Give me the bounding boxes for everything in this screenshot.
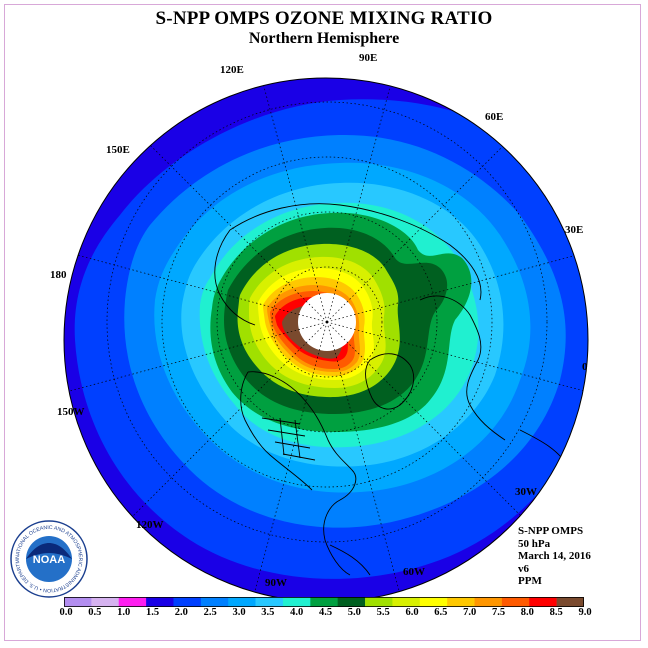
coastlines [214, 203, 571, 576]
colorbar-swatch [447, 597, 475, 607]
colorbar-tick-label: 7.5 [491, 607, 506, 618]
colorbar-tick-label: 0.0 [59, 607, 73, 618]
logo-seagull-icon [26, 543, 72, 559]
lon-label-90e: 90E [359, 52, 377, 64]
colorbar-tick-label: 0.5 [88, 607, 102, 618]
colorbar-swatch [228, 597, 256, 607]
lon-label-30e: 30E [565, 224, 583, 236]
meridian-line [93, 321, 328, 556]
colorbar-swatch [365, 597, 393, 607]
colorbar-swatch [392, 597, 421, 607]
latitude-circle [216, 211, 438, 433]
colorbar-swatch [173, 597, 202, 607]
noaa-logo: NATIONAL OCEANIC AND ATMOSPHERIC ADMINIS… [9, 519, 88, 598]
colorbar-tick-label: 2.0 [174, 607, 188, 618]
us-state-lines [261, 417, 316, 461]
meridian-line [241, 78, 328, 323]
lon-label-150e: 150E [106, 144, 130, 156]
colorbar-tick-label: 6.5 [434, 607, 448, 618]
latitude-circle [161, 156, 493, 488]
logo-text: NOAA [33, 554, 65, 566]
colorbar-tick-label: 4.0 [290, 607, 304, 618]
meridian-line [64, 236, 328, 323]
lon-label-60w: 60W [403, 566, 425, 578]
meridian-line [326, 321, 561, 556]
colorbar-swatch [200, 597, 229, 607]
lon-label-60e: 60E [485, 111, 503, 123]
colorbar-tick-label: 7.0 [463, 607, 477, 618]
colorbar-frame [64, 597, 584, 607]
colorbar-swatch [474, 597, 503, 607]
europe-coastline [419, 295, 506, 441]
colorbar-swatch [146, 597, 174, 607]
longitude-labels: 90E 120E 60E 150E 30E 180 0 150W 30W 120… [50, 52, 588, 589]
meridian-line [326, 321, 413, 602]
meridian-line [326, 321, 588, 408]
info-date: March 14, 2016 [518, 550, 591, 563]
meridian-line [326, 78, 413, 323]
colorbar-tick-label: 5.5 [376, 607, 390, 618]
colorbar-tick-label: 2.5 [203, 607, 217, 618]
south-america-coastline [329, 544, 371, 576]
graticule [64, 78, 588, 602]
lon-label-30w: 30W [515, 486, 537, 498]
colorbar-tick-label: 3.5 [261, 607, 275, 618]
map-subtitle: Northern Hemisphere [248, 30, 400, 47]
map-title: S-NPP OMPS OZONE MIXING RATIO [155, 8, 493, 29]
colorbar-tick-label: 1.5 [145, 607, 160, 618]
north-america-coastline [240, 371, 357, 576]
meridian-line [64, 321, 328, 408]
colorbar-swatch [337, 597, 366, 607]
figure-frame [4, 4, 641, 641]
colorbar [64, 597, 584, 607]
greenland-coastline [365, 353, 414, 410]
meridian-line [326, 88, 561, 323]
colorbar-tick-label: 5.0 [347, 607, 361, 618]
colorbar-tick-label: 6.0 [405, 607, 419, 618]
colorbar-swatch [118, 597, 147, 607]
lon-label-150w: 150W [57, 406, 85, 418]
colorbar-tick-label: 9.0 [578, 607, 592, 618]
asia-coastline [214, 203, 482, 326]
lon-label-180: 180 [50, 269, 67, 281]
map-info: S-NPP OMPS 50 hPa March 14, 2016 v6 PPM [518, 525, 591, 588]
colorbar-swatch [282, 597, 311, 607]
colorbar-swatch [419, 597, 448, 607]
lon-label-120w: 120W [136, 519, 164, 531]
info-instrument: S-NPP OMPS [518, 525, 584, 537]
colorbar-tick-label: 3.0 [232, 607, 246, 618]
info-level: 50 hPa [518, 537, 551, 550]
colorbar-tick-label: 8.5 [549, 607, 563, 618]
meridian-line [241, 321, 328, 602]
colorbar-swatch [310, 597, 338, 607]
colorbar-tick-label: 1.0 [117, 607, 131, 618]
latitude-circle [106, 101, 548, 543]
colorbar-swatch [91, 597, 120, 607]
colorbar-tick-label: 8.0 [520, 607, 534, 618]
info-version: v6 [518, 562, 529, 575]
lon-label-0: 0 [582, 361, 588, 373]
lon-label-120e: 120E [220, 64, 244, 76]
colorbar-swatch [255, 597, 284, 607]
colorbar-swatch [529, 597, 557, 607]
latitude-circle [271, 266, 383, 378]
colorbar-tick-label: 4.5 [318, 607, 333, 618]
lon-label-90w: 90W [265, 577, 287, 589]
colorbar-swatch [501, 597, 530, 607]
colorbar-swatch [64, 597, 92, 607]
info-units: PPM [518, 575, 542, 588]
meridian-line [326, 236, 588, 323]
meridian-line [93, 88, 328, 323]
colorbar-swatch [556, 597, 584, 607]
